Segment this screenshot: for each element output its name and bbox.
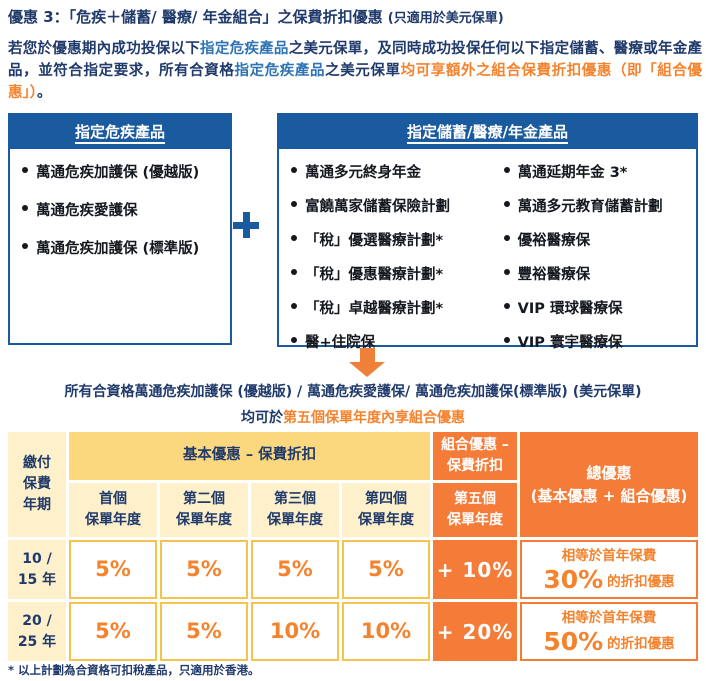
product-columns: 萬通多元終身年金 富饒萬家儲蓄保險計劃 「稅」優選醫療計劃* 「稅」優惠醫療計劃… [279, 149, 696, 365]
list-item: 醫+住院保 [289, 331, 486, 352]
product-column-left: 萬通多元終身年金 富饒萬家儲蓄保險計劃 「稅」優選醫療計劃* 「稅」優惠醫療計劃… [279, 161, 492, 365]
bullet-icon [503, 337, 510, 343]
cell-total-discount: 相等於首年保費 30% 的折扣優惠 [520, 540, 698, 599]
intro-paragraph: 若您於優惠期內成功投保以下指定危疾產品之美元保單，及同時成功投保任何以下指定儲蓄… [8, 38, 702, 104]
intro-segment: 之美元保單 [325, 63, 401, 79]
list-item: 「稅」優選醫療計劃* [289, 229, 486, 250]
intro-segment: 。 [37, 85, 52, 101]
list-item: VIP 環球醫療保 [502, 297, 690, 318]
cell-basic-discount: 10% [251, 602, 339, 661]
product-name: VIP 寰宇醫療保 [517, 335, 623, 351]
summary-line-2: 均可於第五個保單年度內享組合優惠 [0, 407, 706, 427]
bullet-icon [291, 201, 297, 207]
savings-medical-annuity-box-header: 指定儲蓄/醫療/年金產品 [279, 115, 696, 149]
product-name: 萬通危疾加護保 (優越版) [36, 165, 200, 181]
bullet-icon [291, 269, 297, 275]
bullet-icon [22, 205, 28, 211]
arrow-down-icon [349, 348, 385, 377]
row-term-20-25: 20 / 25 年 [8, 602, 66, 661]
cell-basic-discount: 5% [160, 602, 248, 661]
product-name: 萬通多元教育儲蓄計劃 [517, 199, 663, 215]
intro-segment-highlight: 指定危疾產品 [200, 41, 289, 57]
product-name: VIP 環球醫療保 [517, 301, 623, 317]
list-item: 「稅」優惠醫療計劃* [289, 263, 486, 284]
header-year-1: 首個 保單年度 [69, 483, 157, 537]
plus-icon [233, 212, 259, 238]
intro-segment-highlight: 指定危疾產品 [234, 63, 326, 79]
header-combo-discount-group: 組合優惠 – 保費折扣 [433, 432, 517, 480]
product-name: 醫+住院保 [305, 335, 376, 351]
list-item: 萬通多元終身年金 [289, 161, 486, 182]
header-year-5: 第五個 保單年度 [433, 483, 517, 537]
bullet-icon [22, 243, 28, 249]
list-item: VIP 寰宇醫療保 [502, 331, 690, 352]
savings-medical-annuity-box: 指定儲蓄/醫療/年金產品 萬通多元終身年金 富饒萬家儲蓄保險計劃 「稅」優選醫療… [277, 113, 698, 351]
header-year-3: 第三個 保單年度 [251, 483, 339, 537]
cell-total-discount: 相等於首年保費 50% 的折扣優惠 [520, 602, 698, 661]
cell-basic-discount: 5% [251, 540, 339, 599]
page-title-main: 優惠 3：「危疾＋儲蓄/ 醫療/ 年金組合」之保費折扣優惠 [8, 8, 388, 26]
header-year-2: 第二個 保單年度 [160, 483, 248, 537]
product-name: 萬通危疾加護保 (標準版) [36, 241, 200, 257]
header-basic-discount-group: 基本優惠 – 保費折扣 [69, 432, 430, 480]
intro-segment: 若您於優惠期內成功投保以下 [8, 41, 201, 57]
list-item: 萬通危疾加護保 (優越版) [20, 161, 224, 182]
product-name: 豐裕醫療保 [517, 267, 591, 283]
bullet-icon [503, 167, 510, 173]
product-name: 「稅」優選醫療計劃* [305, 233, 444, 249]
cell-basic-discount: 5% [160, 540, 248, 599]
header-payment-term: 繳付 保費 年期 [8, 432, 66, 537]
summary-line-2-highlight: 第五個保單年度內享組合優惠 [283, 410, 465, 426]
row-term-10-15: 10 / 15 年 [8, 540, 66, 599]
footnote: * 以上計劃為合資格可扣稅產品，只適用於香港。 [8, 663, 260, 677]
list-item: 萬通危疾愛護保 [20, 199, 224, 220]
bullet-icon [291, 337, 297, 343]
bullet-icon [503, 201, 510, 207]
list-item: 萬通危疾加護保 (標準版) [20, 237, 224, 258]
bullet-icon [291, 235, 297, 241]
product-name: 「稅」卓越醫療計劃* [305, 301, 444, 317]
critical-illness-products-box: 指定危疾產品 萬通危疾加護保 (優越版) 萬通危疾愛護保 萬通危疾加護保 (標準… [8, 113, 232, 345]
product-name: 富饒萬家儲蓄保險計劃 [305, 199, 450, 215]
page-title-note: (只適用於美元保單) [387, 11, 504, 26]
critical-illness-box-title: 指定危疾產品 [74, 123, 165, 144]
bullet-icon [291, 167, 297, 173]
product-name: 萬通危疾愛護保 [36, 203, 138, 219]
intro-segment: 之美元保單，及同時成功投保任何以下指定儲蓄、醫療或年金產品，並符合指定要求，所有… [8, 41, 703, 79]
page-title: 優惠 3：「危疾＋儲蓄/ 醫療/ 年金組合」之保費折扣優惠 (只適用於美元保單) [8, 6, 702, 27]
cell-basic-discount: 5% [69, 602, 157, 661]
cell-basic-discount: 5% [69, 540, 157, 599]
summary-line-1: 所有合資格萬通危疾加護保 (優越版) / 萬通危疾愛護保/ 萬通危疾加護保(標準… [64, 384, 642, 400]
product-name: 萬通延期年金 3* [517, 165, 628, 181]
product-column-right: 萬通延期年金 3* 萬通多元教育儲蓄計劃 優裕醫療保 豐裕醫療保 VIP 環球醫… [492, 161, 696, 365]
product-name: 優裕醫療保 [517, 233, 591, 249]
list-item: 萬通多元教育儲蓄計劃 [502, 195, 690, 216]
bullet-icon [503, 269, 510, 275]
discount-table: 繳付 保費 年期 基本優惠 – 保費折扣 組合優惠 – 保費折扣 總優惠 (基本… [8, 432, 698, 661]
list-item: 豐裕醫療保 [502, 263, 690, 284]
critical-illness-product-list: 萬通危疾加護保 (優越版) 萬通危疾愛護保 萬通危疾加護保 (標準版) [10, 161, 230, 258]
bullet-icon [503, 235, 510, 241]
savings-medical-annuity-box-title: 指定儲蓄/醫療/年金產品 [407, 123, 568, 144]
bullet-icon [503, 303, 510, 309]
product-name: 萬通多元終身年金 [305, 165, 421, 181]
intro-segment-highlight: 均可享額外之組合保費折扣優惠（即「組合優惠」） [8, 63, 703, 101]
list-item: 萬通延期年金 3* [502, 161, 690, 182]
critical-illness-box-header: 指定危疾產品 [10, 115, 230, 149]
cell-basic-discount: 10% [342, 602, 430, 661]
summary-line-2-prefix: 均可於 [241, 410, 283, 426]
header-year-4: 第四個 保單年度 [342, 483, 430, 537]
list-item: 富饒萬家儲蓄保險計劃 [289, 195, 486, 216]
cell-basic-discount: 5% [342, 540, 430, 599]
cell-combo-discount: + 20% [433, 602, 517, 661]
bullet-icon [291, 303, 297, 309]
list-item: 優裕醫療保 [502, 229, 690, 250]
bullet-icon [22, 167, 28, 173]
product-name: 「稅」優惠醫療計劃* [305, 267, 444, 283]
header-total-discount: 總優惠 (基本優惠 + 組合優惠) [520, 432, 698, 537]
cell-combo-discount: + 10% [433, 540, 517, 599]
list-item: 「稅」卓越醫療計劃* [289, 297, 486, 318]
